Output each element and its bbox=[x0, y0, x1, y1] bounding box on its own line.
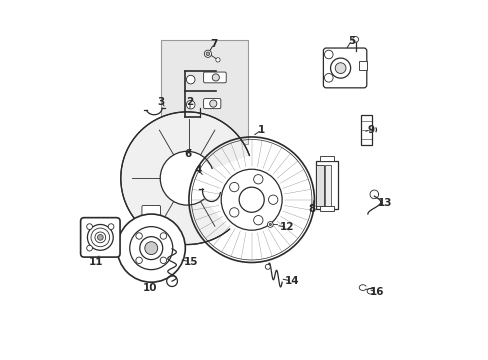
Bar bbox=[325, 165, 330, 206]
Bar bbox=[361, 116, 371, 145]
Circle shape bbox=[267, 222, 273, 227]
Circle shape bbox=[324, 50, 332, 59]
Circle shape bbox=[86, 224, 92, 229]
Bar bbox=[161, 40, 247, 144]
Circle shape bbox=[330, 58, 350, 78]
Circle shape bbox=[221, 169, 282, 230]
Text: 11: 11 bbox=[88, 257, 102, 267]
Circle shape bbox=[253, 175, 263, 184]
Text: 14: 14 bbox=[284, 276, 299, 286]
Circle shape bbox=[160, 257, 166, 264]
Text: 3: 3 bbox=[157, 97, 164, 107]
Circle shape bbox=[117, 214, 185, 282]
Text: 12: 12 bbox=[279, 222, 293, 232]
Circle shape bbox=[269, 224, 271, 226]
Text: 16: 16 bbox=[369, 287, 384, 297]
FancyBboxPatch shape bbox=[142, 206, 160, 217]
Text: 5: 5 bbox=[347, 36, 354, 46]
Circle shape bbox=[212, 74, 219, 81]
Circle shape bbox=[160, 233, 166, 239]
Bar bbox=[315, 165, 324, 206]
FancyBboxPatch shape bbox=[203, 72, 226, 83]
Circle shape bbox=[97, 234, 103, 240]
Circle shape bbox=[324, 73, 332, 82]
Text: 4: 4 bbox=[194, 165, 201, 175]
Circle shape bbox=[140, 237, 163, 260]
Circle shape bbox=[186, 100, 195, 109]
Circle shape bbox=[160, 151, 214, 205]
Circle shape bbox=[108, 224, 114, 229]
Text: 6: 6 bbox=[184, 149, 191, 159]
Circle shape bbox=[229, 208, 239, 217]
Circle shape bbox=[136, 233, 142, 239]
Circle shape bbox=[209, 100, 217, 107]
Circle shape bbox=[352, 37, 358, 42]
Circle shape bbox=[186, 75, 195, 84]
Text: 7: 7 bbox=[210, 39, 217, 49]
Text: 13: 13 bbox=[377, 198, 391, 208]
Circle shape bbox=[335, 63, 346, 73]
FancyBboxPatch shape bbox=[323, 48, 366, 88]
Text: 2: 2 bbox=[186, 97, 193, 107]
Text: 9: 9 bbox=[366, 125, 373, 135]
Wedge shape bbox=[187, 155, 255, 230]
Circle shape bbox=[253, 216, 263, 225]
Bar bbox=[359, 60, 366, 69]
Circle shape bbox=[86, 245, 92, 251]
Bar bbox=[319, 156, 333, 161]
FancyBboxPatch shape bbox=[81, 218, 120, 257]
Text: 10: 10 bbox=[143, 283, 158, 293]
Circle shape bbox=[215, 58, 220, 62]
Circle shape bbox=[204, 50, 211, 57]
Text: 1: 1 bbox=[258, 125, 265, 135]
Circle shape bbox=[121, 112, 253, 244]
Bar bbox=[319, 206, 333, 211]
Circle shape bbox=[265, 264, 270, 269]
Circle shape bbox=[136, 257, 142, 264]
Bar bbox=[315, 161, 337, 210]
Text: 15: 15 bbox=[183, 257, 198, 267]
Text: 8: 8 bbox=[307, 204, 315, 214]
Circle shape bbox=[144, 242, 158, 255]
Circle shape bbox=[206, 52, 209, 55]
Circle shape bbox=[239, 187, 264, 212]
FancyBboxPatch shape bbox=[203, 99, 221, 109]
Circle shape bbox=[129, 226, 172, 270]
Circle shape bbox=[229, 183, 239, 192]
Circle shape bbox=[268, 195, 277, 204]
